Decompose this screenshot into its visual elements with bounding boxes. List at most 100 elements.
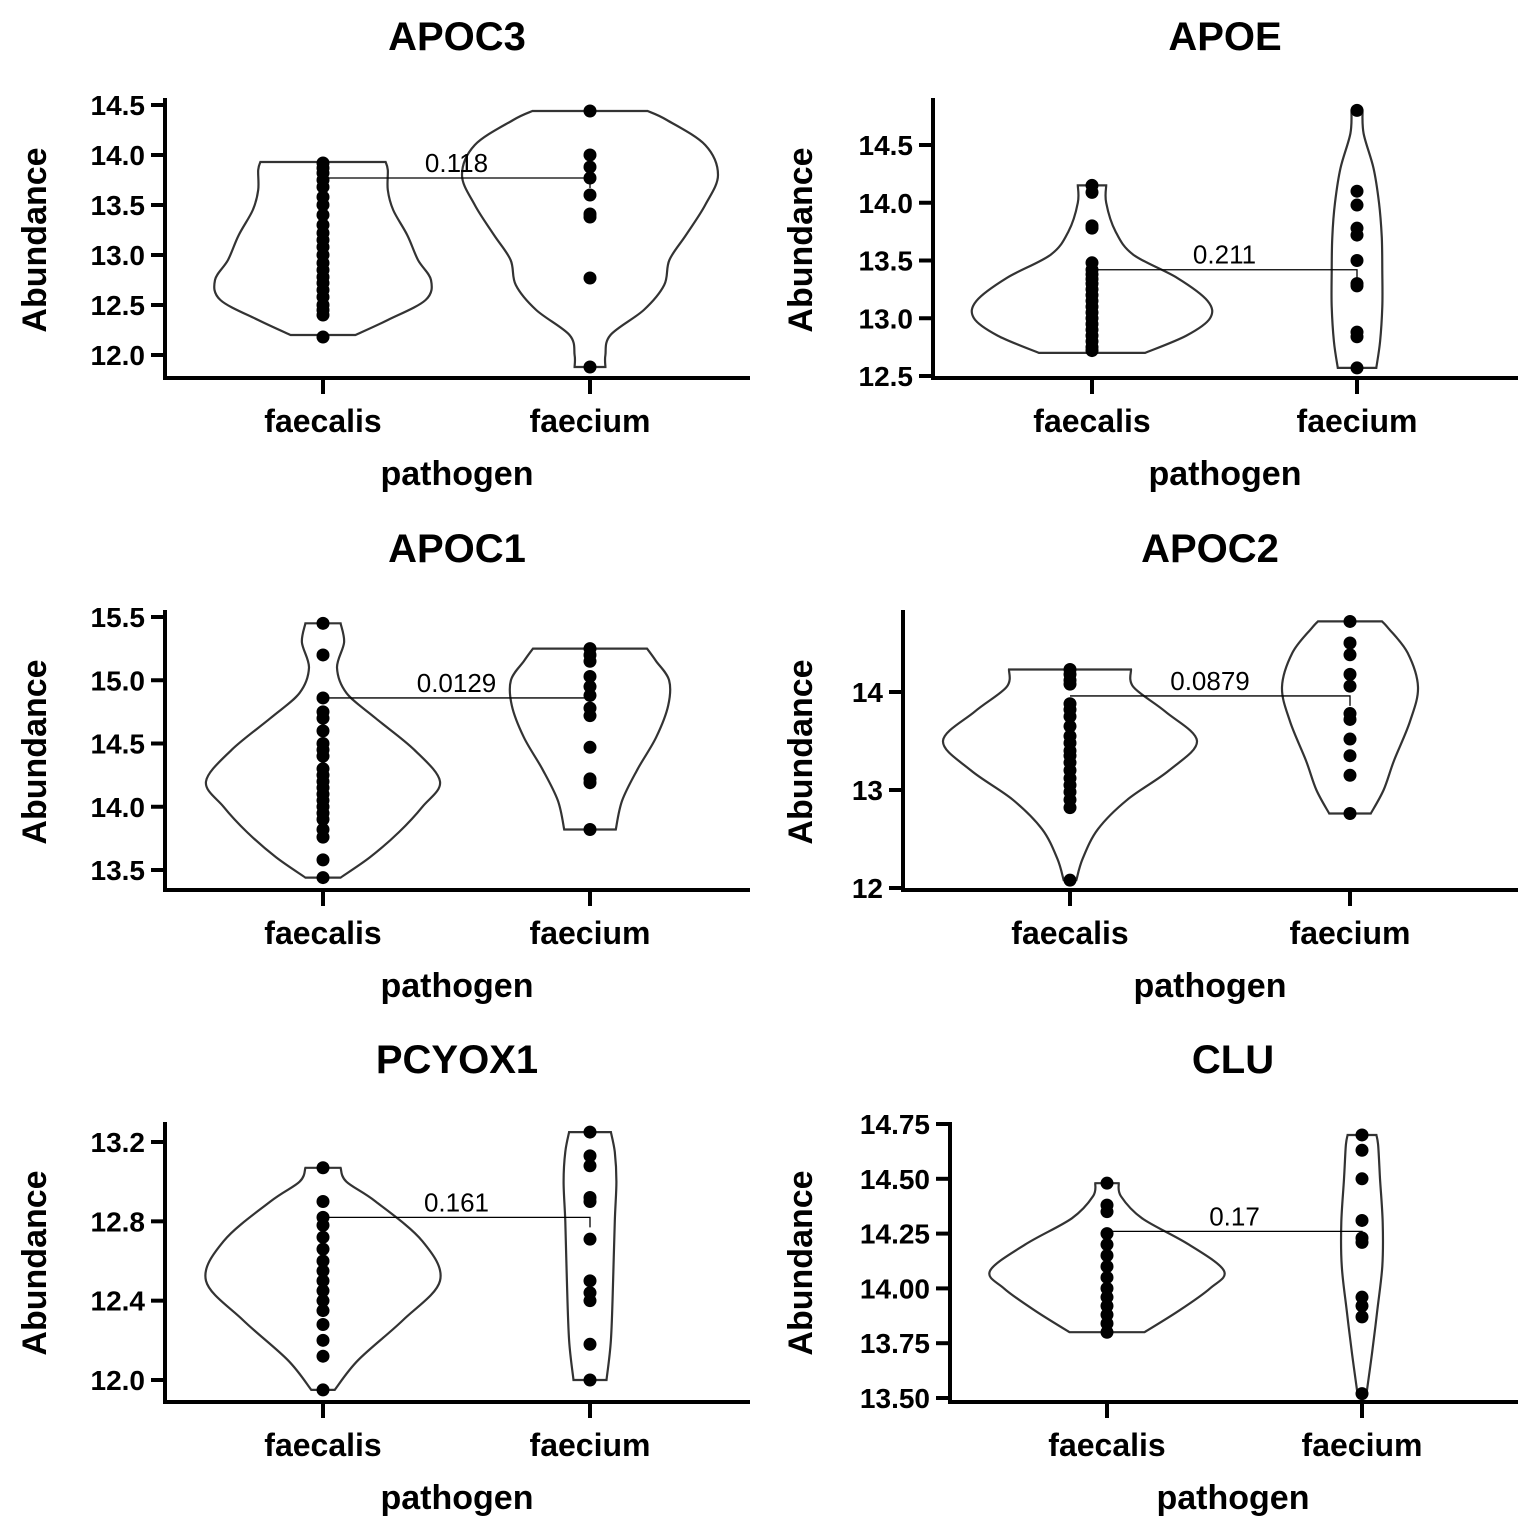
data-point: [316, 1317, 330, 1331]
data-point: [316, 1284, 330, 1298]
data-point: [1085, 221, 1099, 235]
x-tick-label: faecium: [530, 403, 651, 439]
data-point: [1355, 1213, 1369, 1227]
y-tick-label: 12.8: [91, 1206, 146, 1237]
significance-bracket: [323, 1216, 591, 1228]
data-point: [1350, 184, 1364, 198]
data-point: [1343, 679, 1357, 693]
y-tick-label: 12.5: [91, 290, 146, 321]
data-point: [1343, 768, 1357, 782]
data-point: [1063, 873, 1077, 887]
data-point: [1343, 712, 1357, 726]
data-point: [316, 1304, 330, 1318]
y-axis-label: Abundance: [782, 659, 820, 844]
data-point: [1355, 1387, 1369, 1401]
x-tick-label: faecalis: [1033, 403, 1150, 439]
data-point: [1343, 614, 1357, 628]
y-tick-label: 13.5: [91, 190, 146, 221]
data-point: [1355, 1299, 1369, 1313]
violin-faecalis: [988, 1182, 1226, 1334]
data-point: [583, 1294, 597, 1308]
x-tick-label: faecalis: [264, 915, 381, 951]
data-point: [583, 271, 597, 285]
significance-bracket: [1107, 1230, 1363, 1242]
data-point: [316, 616, 330, 630]
data-point: [1063, 710, 1077, 723]
y-tick-label: 14.5: [91, 90, 146, 121]
chart-title: PCYOX1: [376, 1038, 538, 1082]
panel-apoc3: APOC3 Abundance pathogen 12.0 12.5 13.0 13.5 14…: [16, 15, 750, 493]
x-axis-label: pathogen: [1157, 1479, 1310, 1517]
y-tick-label: 14.75: [860, 1109, 930, 1140]
data-point: [1100, 1259, 1114, 1273]
data-point: [316, 1218, 330, 1232]
data-point: [316, 1195, 330, 1208]
data-point: [583, 1125, 597, 1139]
data-point: [583, 104, 597, 118]
data-point: [316, 871, 330, 885]
data-point: [1100, 1227, 1114, 1241]
data-point: [1085, 185, 1099, 199]
data-point: [1350, 254, 1364, 267]
x-axis-label: pathogen: [381, 967, 534, 1005]
data-point: [1100, 1249, 1114, 1263]
y-tick-label: 13.5: [859, 246, 914, 277]
data-point: [583, 669, 597, 683]
data-point: [1063, 801, 1077, 815]
y-tick-label: 14: [852, 677, 884, 708]
chart-title: CLU: [1192, 1038, 1274, 1082]
data-point: [583, 1159, 597, 1173]
data-point: [1350, 103, 1364, 117]
violin-faecalis: [941, 668, 1199, 882]
p-value-label: 0.0879: [1170, 666, 1250, 696]
y-tick-label: 13: [852, 775, 883, 806]
data-point: [1350, 228, 1364, 242]
data-point: [583, 823, 597, 837]
data-point: [583, 654, 597, 668]
data-point: [316, 749, 330, 763]
y-tick-label: 13.75: [860, 1328, 930, 1359]
x-tick-label: faecium: [1297, 403, 1418, 439]
data-point: [1350, 198, 1364, 212]
data-point: [316, 330, 330, 344]
data-point: [316, 648, 330, 662]
x-tick-label: faecium: [530, 915, 651, 951]
x-tick-label: faecium: [1290, 915, 1411, 951]
data-point: [316, 1274, 330, 1288]
violin-faecalis: [204, 622, 442, 879]
x-axis-label: pathogen: [1149, 455, 1302, 493]
x-axis-label: pathogen: [381, 455, 534, 493]
data-point: [583, 360, 597, 374]
data-point: [583, 1337, 597, 1351]
data-point: [583, 1195, 597, 1208]
chart-title: APOC3: [388, 15, 526, 59]
violin-faecalis: [204, 1166, 442, 1391]
p-value-label: 0.211: [1193, 240, 1256, 270]
data-point: [1343, 807, 1357, 821]
data-point: [583, 1274, 597, 1288]
data-point: [1100, 1205, 1114, 1219]
p-value-label: 0.17: [1209, 1201, 1260, 1231]
x-axis-label: pathogen: [1134, 967, 1287, 1005]
panel-apoc1: APOC1 Abundance pathogen 13.5 14.0 14.5 15.0 15…: [16, 527, 750, 1005]
data-point: [316, 1264, 330, 1278]
data-point: [583, 688, 597, 702]
panel-apoe: APOE Abundance pathogen 12.5 13.0 13.5 14.0 14.…: [782, 15, 1518, 493]
violin-faecium: [1280, 620, 1420, 815]
data-point: [316, 1333, 330, 1347]
data-point: [316, 830, 330, 844]
y-tick-label: 13.0: [859, 303, 914, 334]
violin-faecium: [508, 647, 672, 831]
panel-clu: CLU Abundance pathogen 13.50 13.75 14.00 14.25…: [782, 1038, 1518, 1517]
chart-title: APOC2: [1141, 527, 1279, 571]
data-point: [316, 724, 330, 738]
significance-bracket: [323, 177, 591, 188]
data-point: [1085, 344, 1099, 358]
data-point: [1355, 1143, 1369, 1157]
y-tick-label: 13.2: [91, 1127, 146, 1158]
data-point: [583, 148, 597, 162]
x-axis-label: pathogen: [381, 1479, 534, 1517]
significance-bracket: [1070, 695, 1351, 706]
data-point: [1343, 667, 1357, 681]
